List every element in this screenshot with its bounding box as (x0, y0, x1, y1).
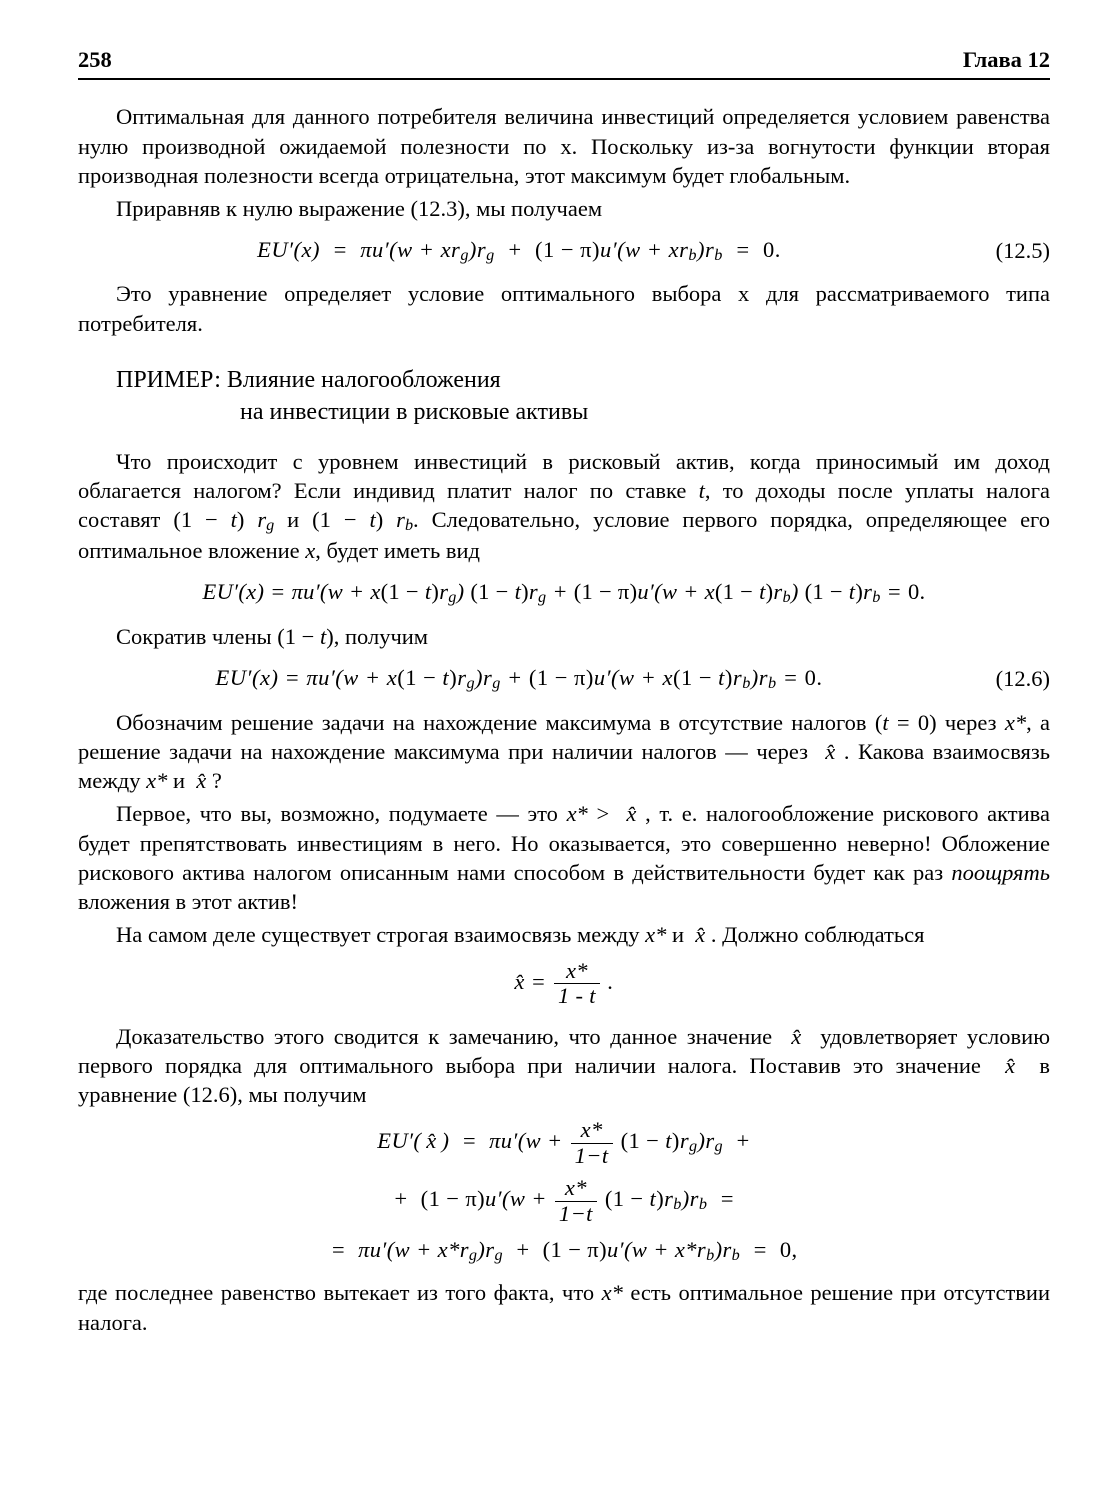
fraction-denominator: 1 - t (554, 984, 600, 1008)
paragraph: Доказательство этого сводится к замечани… (78, 1022, 1050, 1110)
heading-prefix: ПРИМЕР: (116, 367, 221, 393)
heading-line-1: Влияние налогообложения (221, 367, 501, 393)
paragraph: где последнее равенство вытекает из того… (78, 1278, 1050, 1337)
paragraph: Что происходит с уровнем инвестиций в ри… (78, 447, 1050, 566)
equation-long: EU′(x) = πu′(w + x(1 − t)rg) (1 − t)rg +… (78, 577, 1050, 608)
chapter-label: Глава 12 (963, 45, 1050, 74)
equation-body: EU′(x) = πu′(w + x(1 − t)rg)rg + (1 − π)… (78, 663, 960, 694)
paragraph: Оптимальная для данного потребителя вели… (78, 102, 1050, 190)
paragraph: На самом деле существует строгая взаимос… (78, 920, 1050, 949)
example-heading: ПРИМЕР: Влияние налогообложения на инвес… (116, 364, 1050, 429)
equation-12-6: EU′(x) = πu′(w + x(1 − t)rg)rg + (1 − π)… (78, 662, 1050, 696)
page-header: 258 Глава 12 (78, 45, 1050, 80)
page-number: 258 (78, 45, 112, 74)
paragraph: Это уравнение определяет условие оптимал… (78, 279, 1050, 338)
fraction-numerator: x* (554, 960, 600, 985)
equation-xhat-def: x̂ = x* 1 - t . (78, 960, 1050, 1008)
equation-body: EU′(x) = πu′(w + xrg)rg + (1 − π)u′(w + … (78, 235, 960, 266)
equation-12-5: EU′(x) = πu′(w + xrg)rg + (1 − π)u′(w + … (78, 233, 1050, 267)
equation-label: (12.6) (960, 664, 1050, 693)
page: 258 Глава 12 Оптимальная для данного пот… (0, 0, 1112, 1500)
heading-line-2: на инвестиции в рисковые активы (240, 396, 1050, 428)
equation-label: (12.5) (960, 236, 1050, 265)
paragraph: Сократив члены (1 − t), получим (78, 622, 1050, 651)
paragraph: Обозначим решение задачи на нахождение м… (78, 708, 1050, 796)
paragraph: Первое, что вы, возможно, подумаете — эт… (78, 799, 1050, 916)
paragraph: Приравняв к нулю выражение (12.3), мы по… (78, 194, 1050, 223)
equation-multiline: EU′( x̂ ) = πu′(w + x*1−t (1 − t)rg)rg +… (78, 1119, 1050, 1266)
